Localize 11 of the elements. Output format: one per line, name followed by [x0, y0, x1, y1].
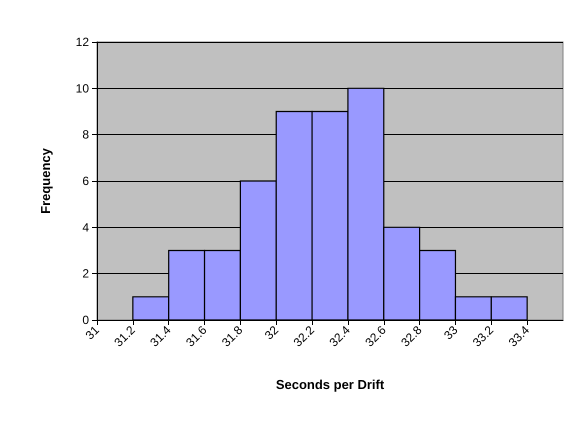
y-tick-label: 10 [76, 81, 90, 96]
x-tick-label: 32 [262, 322, 282, 342]
y-tick-label: 6 [82, 174, 90, 188]
x-tick-label: 33 [441, 322, 461, 342]
y-tick-label: 12 [76, 35, 90, 49]
y-tick-label: 8 [82, 128, 90, 142]
y-axis-title: Frequency [38, 147, 53, 214]
y-tick-label: 4 [82, 220, 90, 234]
x-axis-title: Seconds per Drift [276, 377, 385, 392]
y-tick-label: 0 [82, 313, 90, 327]
y-tick-label: 2 [82, 266, 90, 281]
